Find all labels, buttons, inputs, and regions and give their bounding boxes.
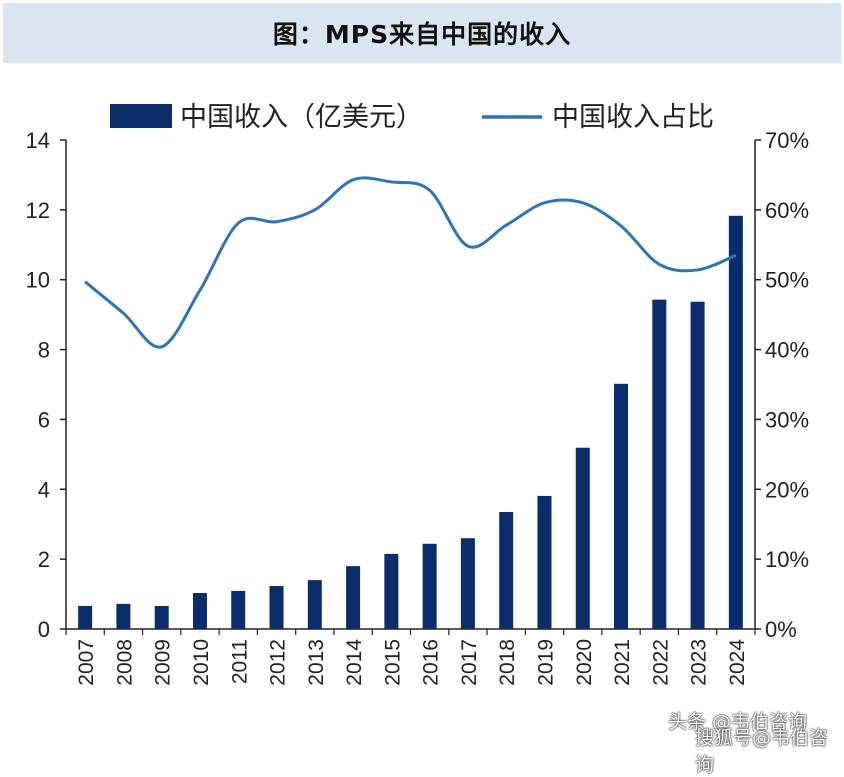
bar bbox=[499, 511, 514, 629]
right-tick-label: 50% bbox=[765, 268, 809, 293]
right-tick-label: 60% bbox=[765, 198, 809, 223]
bar bbox=[690, 301, 705, 629]
bar bbox=[78, 605, 93, 629]
watermark-sohu: 搜狐号@韦伯咨询 bbox=[695, 727, 829, 776]
right-tick-label: 70% bbox=[765, 128, 809, 153]
left-tick-label: 12 bbox=[26, 198, 50, 223]
bar bbox=[346, 566, 361, 629]
line-point bbox=[620, 225, 622, 227]
bar bbox=[307, 580, 322, 629]
bar bbox=[154, 605, 169, 629]
watermark-toutiao: 头条 @韦伯咨询 bbox=[668, 711, 808, 733]
line-point bbox=[276, 221, 278, 223]
right-tick-label: 30% bbox=[765, 407, 809, 432]
line-point bbox=[697, 269, 699, 271]
x-tick-label: 2019 bbox=[534, 639, 557, 686]
line-point bbox=[543, 202, 545, 204]
bar bbox=[460, 538, 475, 629]
line-point bbox=[352, 179, 354, 181]
bar bbox=[575, 447, 590, 629]
bar bbox=[116, 603, 131, 629]
bar bbox=[537, 495, 552, 629]
chart: 0 2 4 6 8 10 12 14 0% 10% 20% 30% 40% 50% 60% 70% 2007 20… bbox=[26, 102, 810, 686]
right-tick-label: 10% bbox=[765, 547, 809, 572]
x-tick-label: 2009 bbox=[152, 639, 175, 686]
line-point bbox=[84, 281, 86, 283]
line-series bbox=[84, 176, 737, 349]
x-tick-label: 2015 bbox=[381, 639, 404, 686]
bar bbox=[231, 590, 246, 629]
line-point bbox=[390, 181, 392, 183]
left-tick-label: 0 bbox=[38, 617, 50, 642]
x-tick-label: 2023 bbox=[688, 639, 711, 686]
line-point bbox=[467, 245, 469, 247]
left-tick-label: 4 bbox=[38, 477, 50, 502]
x-tick-label: 2011 bbox=[228, 639, 251, 684]
x-tick-label: 2017 bbox=[458, 639, 481, 686]
legend-line-label: 中国收入占比 bbox=[552, 102, 714, 133]
bar bbox=[384, 553, 399, 629]
line-point bbox=[582, 202, 584, 204]
x-tick-label: 2024 bbox=[726, 639, 749, 686]
bar bbox=[728, 215, 743, 630]
chart-title: 图：MPS来自中国的收入 bbox=[272, 20, 572, 49]
x-tick-label: 2021 bbox=[611, 639, 634, 686]
line-point bbox=[505, 224, 507, 226]
legend-bar-swatch bbox=[110, 104, 172, 128]
title-band: 图：MPS来自中国的收入 bbox=[3, 3, 841, 63]
left-tick-label: 2 bbox=[38, 547, 50, 572]
left-tick-label: 14 bbox=[26, 128, 50, 153]
bar bbox=[269, 586, 284, 629]
line-point bbox=[735, 254, 737, 256]
x-tick-label: 2018 bbox=[496, 639, 519, 686]
x-tick-label: 2022 bbox=[649, 639, 672, 686]
line-point bbox=[237, 222, 239, 224]
x-tick-label: 2008 bbox=[113, 639, 136, 686]
x-tick-label: 2012 bbox=[267, 639, 290, 686]
x-tick-label: 2010 bbox=[190, 639, 213, 686]
right-tick-label: 20% bbox=[765, 477, 809, 502]
line-point bbox=[314, 209, 316, 211]
x-tick-label: 2016 bbox=[420, 639, 443, 686]
line-point bbox=[161, 346, 163, 348]
left-tick-label: 8 bbox=[38, 338, 50, 363]
line-point bbox=[658, 263, 660, 265]
x-tick-label: 2020 bbox=[573, 639, 596, 686]
left-tick-label: 10 bbox=[26, 268, 50, 293]
x-tick-label: 2014 bbox=[343, 639, 366, 686]
right-tick-label: 40% bbox=[765, 338, 809, 363]
bar bbox=[652, 299, 667, 629]
legend-bar-label: 中国收入（亿美元） bbox=[180, 102, 423, 133]
line-point bbox=[122, 312, 124, 314]
left-tick-label: 6 bbox=[38, 407, 50, 432]
line-point bbox=[429, 189, 431, 191]
x-tick-label: 2007 bbox=[75, 639, 98, 686]
bar bbox=[192, 593, 207, 629]
x-tick-label: 2013 bbox=[305, 639, 328, 686]
right-tick-label: 0% bbox=[765, 617, 797, 642]
bar bbox=[614, 383, 629, 629]
bar bbox=[422, 543, 437, 629]
line-point bbox=[199, 289, 201, 291]
